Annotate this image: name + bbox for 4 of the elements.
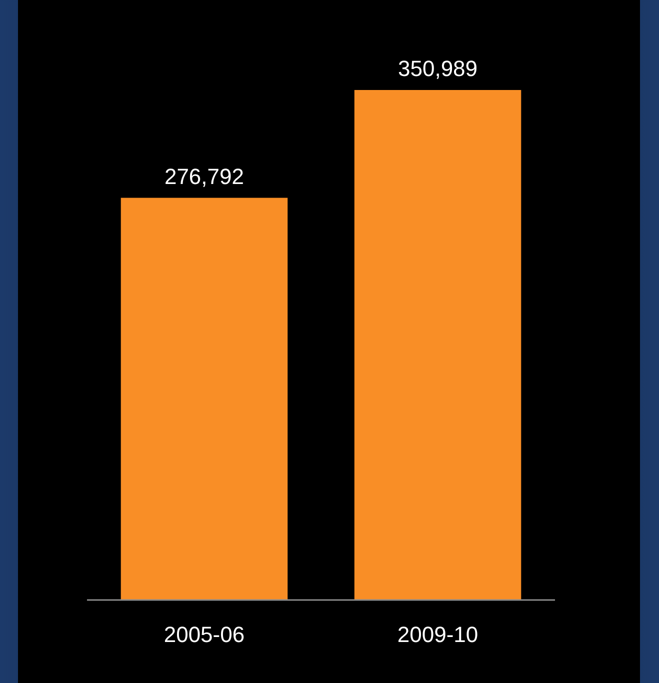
data-label: 350,989 [398, 56, 478, 81]
x-tick-label: 2005-06 [164, 622, 245, 647]
data-label: 276,792 [164, 164, 244, 189]
x-tick-label: 2009-10 [397, 622, 478, 647]
